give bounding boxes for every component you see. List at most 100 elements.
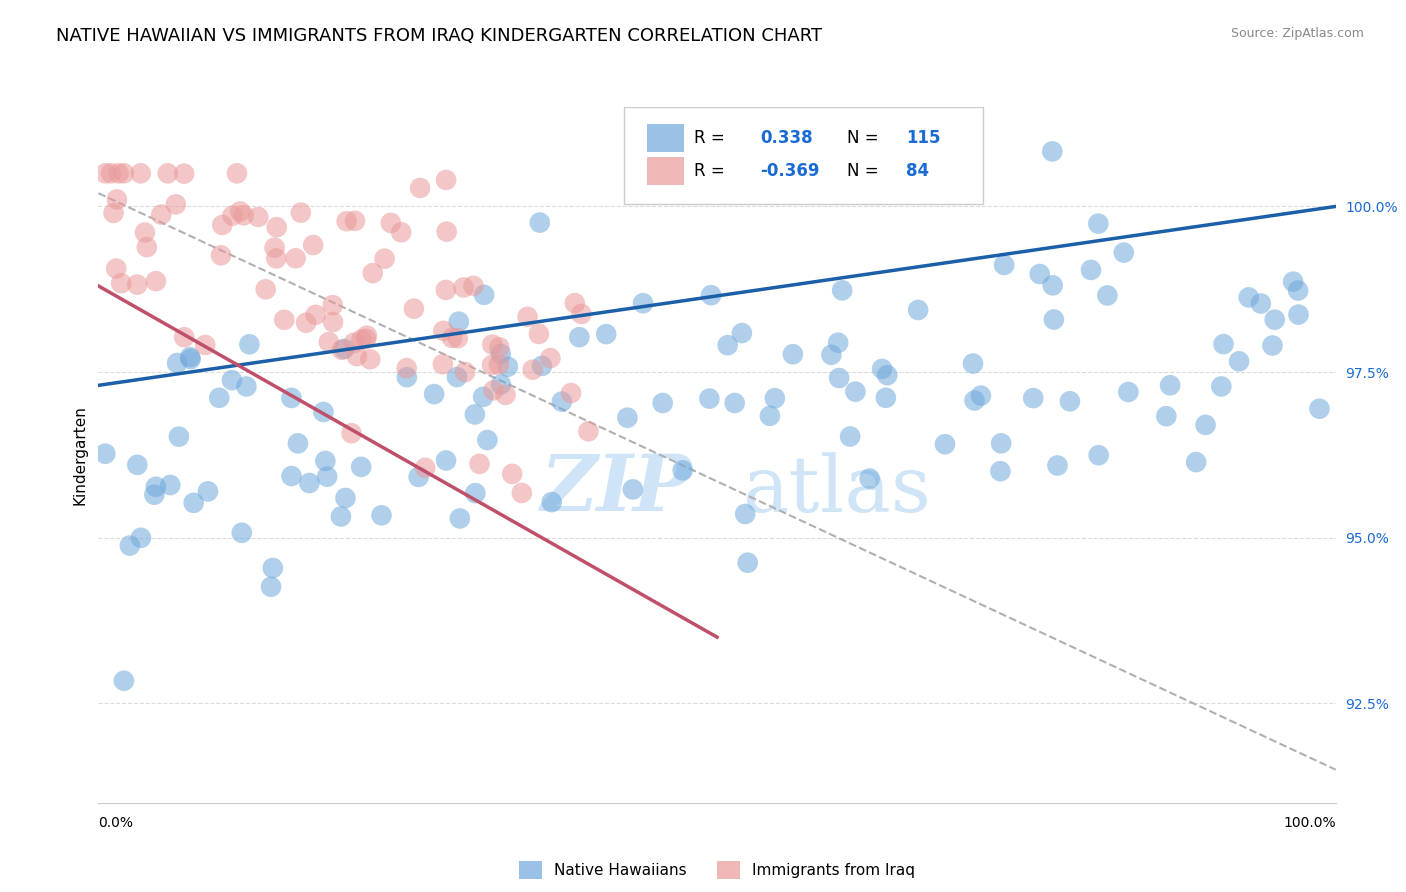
Point [875,391,897,405]
Point [477,433,499,447]
Point [441,331,464,345]
Legend: Native Hawaiians, Immigrants from Iraq: Native Hawaiians, Immigrants from Iraq [513,855,921,886]
Point [1282,275,1305,289]
Text: 100.0%: 100.0% [1284,816,1336,830]
Point [595,327,617,342]
Point [354,332,377,346]
Point [699,392,721,406]
Point [129,166,152,180]
Point [361,266,384,280]
Point [839,429,862,443]
Point [530,359,553,373]
Point [1227,354,1250,368]
Point [100,166,122,180]
Point [464,408,486,422]
Point [454,365,477,379]
Text: 0.0%: 0.0% [98,816,134,830]
Point [844,384,866,399]
Point [211,218,233,232]
Point [1211,379,1233,393]
Text: R =: R = [693,162,724,180]
Point [346,349,368,363]
Point [197,484,219,499]
Point [481,358,503,372]
Point [340,426,363,441]
Point [560,386,582,401]
Point [143,488,166,502]
Point [408,470,430,484]
Point [501,467,523,481]
Point [322,298,344,312]
Point [1043,312,1066,326]
Point [318,334,340,349]
Point [990,464,1012,478]
Point [759,409,782,423]
Point [150,208,173,222]
Point [229,204,252,219]
Point [631,296,654,310]
Point [254,282,277,296]
Point [516,310,538,324]
Point [1022,391,1045,405]
Point [434,283,457,297]
Point [231,525,253,540]
Point [446,370,468,384]
Text: NATIVE HAWAIIAN VS IMMIGRANTS FROM IRAQ KINDERGARTEN CORRELATION CHART: NATIVE HAWAIIAN VS IMMIGRANTS FROM IRAQ … [56,27,823,45]
Point [1118,384,1140,399]
Point [359,352,381,367]
Point [717,338,740,352]
FancyBboxPatch shape [647,124,683,153]
Point [1212,337,1234,351]
Point [970,389,993,403]
Point [395,361,418,376]
Point [472,390,495,404]
Point [329,509,352,524]
Point [449,511,471,525]
Point [763,391,786,405]
Point [389,225,412,239]
Point [1087,217,1109,231]
Point [262,561,284,575]
Point [934,437,956,451]
Point [159,478,181,492]
Point [737,556,759,570]
Point [330,343,353,357]
Text: N =: N = [846,129,879,147]
Point [447,331,470,345]
Point [700,288,723,302]
Point [226,166,249,180]
Point [312,405,335,419]
Point [1288,308,1310,322]
Point [1194,417,1216,432]
Point [290,205,312,219]
Point [1156,409,1178,424]
Point [263,241,285,255]
Point [166,356,188,370]
Point [183,496,205,510]
Point [103,206,125,220]
Point [453,280,475,294]
Point [529,216,551,230]
Point [343,214,366,228]
Point [167,430,190,444]
Point [672,463,695,477]
Point [782,347,804,361]
Point [112,166,135,180]
Point [208,391,231,405]
Point [1046,458,1069,473]
Point [496,359,519,374]
FancyBboxPatch shape [647,157,683,185]
Point [105,261,128,276]
Point [145,274,167,288]
Text: 84: 84 [907,162,929,180]
Point [488,340,510,354]
Point [287,436,309,450]
Point [859,471,882,485]
Point [145,480,167,494]
Point [1112,245,1135,260]
Point [488,358,510,372]
Point [134,226,156,240]
Text: Source: ZipAtlas.com: Source: ZipAtlas.com [1230,27,1364,40]
Point [962,357,984,371]
Point [413,460,436,475]
